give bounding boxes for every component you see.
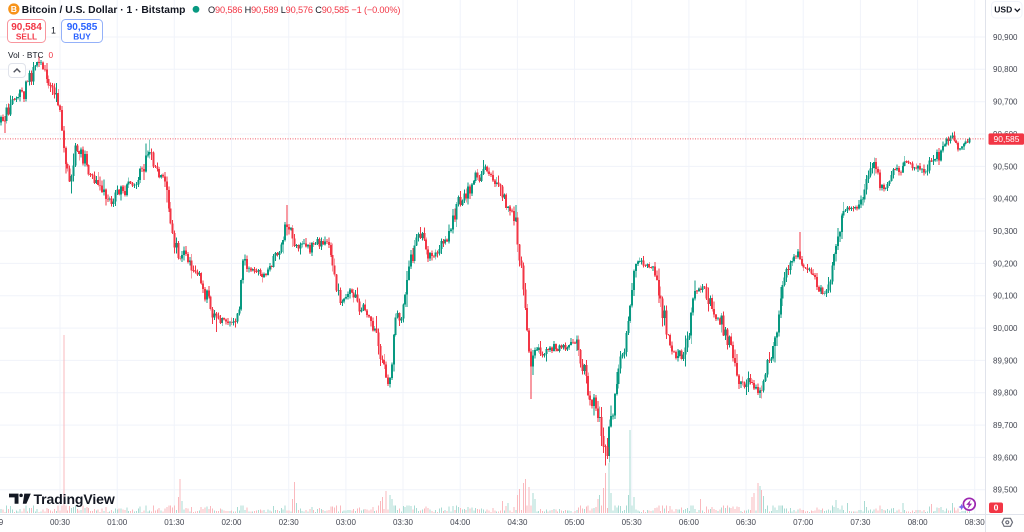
svg-text:01:00: 01:00 — [107, 518, 128, 527]
svg-text:05:00: 05:00 — [564, 518, 585, 527]
svg-text:90,500: 90,500 — [993, 162, 1018, 171]
svg-text:02:30: 02:30 — [279, 518, 300, 527]
svg-text:O90,586 H90,589 L90,576 C90,58: O90,586 H90,589 L90,576 C90,585 −1 (−0.0… — [208, 5, 400, 15]
svg-text:89,700: 89,700 — [993, 421, 1018, 430]
svg-text:08:00: 08:00 — [908, 518, 929, 527]
svg-text:90,400: 90,400 — [993, 195, 1018, 204]
svg-text:03:30: 03:30 — [393, 518, 414, 527]
svg-text:06:30: 06:30 — [736, 518, 757, 527]
svg-text:USD: USD — [994, 5, 1012, 15]
svg-text:90,584: 90,584 — [11, 22, 42, 33]
svg-text:08:30: 08:30 — [965, 518, 986, 527]
svg-text:90,700: 90,700 — [993, 98, 1018, 107]
svg-text:01:30: 01:30 — [164, 518, 185, 527]
svg-text:05:30: 05:30 — [622, 518, 643, 527]
svg-text:1: 1 — [51, 26, 56, 36]
svg-text:00:30: 00:30 — [50, 518, 71, 527]
svg-text:07:30: 07:30 — [850, 518, 871, 527]
svg-text:90,900: 90,900 — [993, 33, 1018, 42]
svg-text:90,000: 90,000 — [993, 324, 1018, 333]
svg-text:04:00: 04:00 — [450, 518, 471, 527]
svg-text:90,800: 90,800 — [993, 65, 1018, 74]
svg-text:SELL: SELL — [16, 32, 37, 42]
svg-text:TradingView: TradingView — [34, 491, 115, 507]
svg-text:89,600: 89,600 — [993, 453, 1018, 462]
svg-text:89,800: 89,800 — [993, 389, 1018, 398]
svg-text:07:00: 07:00 — [793, 518, 814, 527]
svg-text:90,100: 90,100 — [993, 292, 1018, 301]
svg-text:B: B — [11, 4, 17, 14]
svg-text:90,585: 90,585 — [67, 22, 98, 33]
svg-text:89,900: 89,900 — [993, 356, 1018, 365]
svg-text:BUY: BUY — [73, 32, 91, 42]
svg-text:02:00: 02:00 — [221, 518, 242, 527]
svg-text:89,500: 89,500 — [993, 486, 1018, 495]
svg-text:90,300: 90,300 — [993, 227, 1018, 236]
svg-text:04:30: 04:30 — [507, 518, 528, 527]
svg-text:90,585: 90,585 — [994, 134, 1020, 144]
svg-text:06:00: 06:00 — [679, 518, 700, 527]
svg-text:90,200: 90,200 — [993, 259, 1018, 268]
svg-text:Vol · BTC: Vol · BTC — [8, 50, 44, 60]
svg-text:0: 0 — [994, 503, 999, 513]
svg-text:Bitcoin / U.S. Dollar · 1 · Bi: Bitcoin / U.S. Dollar · 1 · Bitstamp — [22, 5, 186, 16]
svg-text:9: 9 — [0, 518, 4, 527]
svg-text:0: 0 — [49, 50, 54, 60]
svg-text:03:00: 03:00 — [336, 518, 357, 527]
